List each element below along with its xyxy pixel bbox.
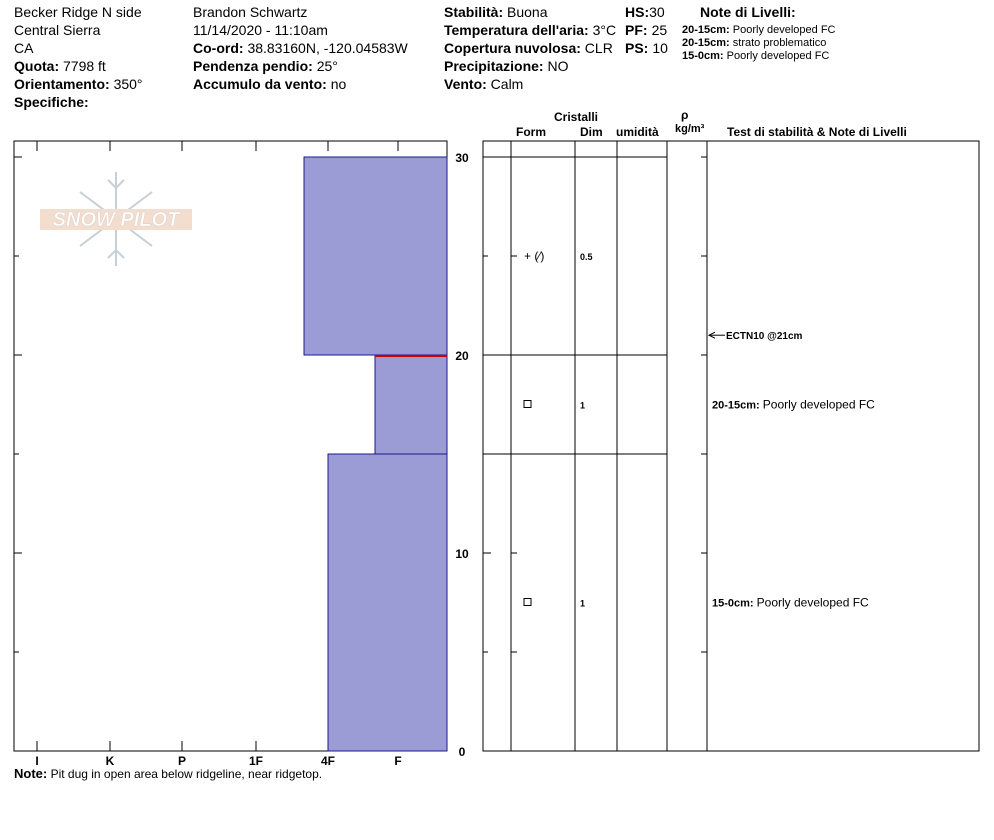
coordinates-label: Co-ord: (193, 40, 244, 56)
crystal-size-label: 1 (580, 401, 585, 411)
air-temp-label: Temperatura dell'aria: (444, 22, 589, 38)
layer-comment-text: Poorly developed FC (757, 596, 869, 610)
snow-layer-bar (303, 156, 448, 356)
crystal-size-label: 1 (580, 599, 585, 609)
hardness-tick-label: P (178, 754, 186, 768)
stability-notes-header: Test di stabilità & Note di Livelli (727, 125, 907, 139)
stability-test-arrowhead (707, 331, 716, 339)
layer-comment-range: 20-15cm: (712, 400, 763, 412)
wind-loading-row: Accumulo da vento: no (193, 75, 346, 93)
crystals-header: Cristalli (554, 110, 599, 124)
elevation-row: Quota: 7798 ft (14, 57, 106, 75)
wind-loading-label: Accumulo da vento: (193, 76, 327, 92)
layer-comment: 20-15cm: Poorly developed FC (712, 398, 875, 412)
depth-tick-label: 30 (455, 151, 469, 165)
aspect-row: Orientamento: 350° (14, 75, 143, 93)
coordinates-value: 38.83160N, -120.04583W (247, 40, 408, 56)
crystal-form-symbol (523, 400, 532, 408)
snowpilot-logo: SNOW PILOT (40, 172, 192, 266)
elevation-value: 7798 ft (63, 58, 106, 74)
layer-note-item: 15-0cm: Poorly developed FC (682, 50, 829, 63)
snow-layer-bar (327, 453, 448, 752)
precipitation-label: Precipitazione: (444, 58, 544, 74)
slope-label: Pendenza pendio: (193, 58, 313, 74)
form-header: Form (516, 125, 546, 139)
snow-layer-bar (374, 354, 448, 455)
layer-note-range: 20-15cm: (682, 24, 730, 36)
layer-notes-title: Note di Livelli: (700, 4, 796, 20)
layer-note-text: Poorly developed FC (732, 24, 836, 36)
hardness-tick-label: F (394, 754, 401, 768)
depth-tick-label: 0 (459, 745, 466, 759)
moisture-header: umidità (616, 125, 659, 139)
aspect-value: 350° (113, 76, 143, 92)
crystal-form-symbol: + (⁄) (524, 249, 544, 263)
wind-value: Calm (490, 76, 524, 92)
hs-value: 30 (649, 4, 665, 20)
size-header: Dim (580, 125, 603, 139)
precipitation-value: NO (547, 58, 569, 74)
region-name: Central Sierra (14, 22, 101, 38)
cloud-cover-row: Copertura nuvolosa: CLR (444, 39, 613, 57)
wind-loading-value: no (330, 76, 347, 92)
layer-note-item: 20-15cm: strato problematico (682, 37, 826, 50)
layer-note-text: strato problematico (732, 37, 827, 49)
hardness-tick-label: I (35, 754, 38, 768)
precipitation-row: Precipitazione: NO (444, 57, 568, 75)
stability-test-label: ECTN10 @21cm (726, 331, 803, 342)
crystal-form-symbol (523, 598, 532, 606)
elevation-label: Quota: (14, 58, 60, 74)
layer-note-text: Poorly developed FC (726, 50, 830, 62)
layer-comment-range: 15-0cm: (712, 598, 757, 610)
state-name: CA (14, 40, 34, 56)
slope-row: Pendenza pendio: 25° (193, 57, 338, 75)
note-label: Note: (14, 766, 48, 781)
ps-value: 10 (652, 40, 668, 56)
pf-value: 25 (651, 22, 668, 38)
air-temp-value: 3°C (592, 22, 617, 38)
wind-row: Vento: Calm (444, 75, 523, 93)
chart-marks: + (⁄) 0.5 1 1 ECTN10 @21cm 20-15cm: Poorly de… (303, 156, 875, 752)
depth-tick-label: 20 (455, 349, 469, 363)
aspect-label: Orientamento: (14, 76, 110, 92)
density-symbol: ρ (681, 108, 689, 122)
layer-comment: 15-0cm: Poorly developed FC (712, 596, 869, 610)
layer-note-range: 15-0cm: (682, 50, 724, 62)
layer-note-range: 20-15cm: (682, 37, 730, 49)
air-temp-row: Temperatura dell'aria: 3°C (444, 21, 616, 39)
pf-label: PF: (625, 22, 648, 38)
crystal-size-label: 0.5 (580, 252, 593, 262)
logo-text: SNOW PILOT (53, 209, 181, 231)
slope-value: 25° (316, 58, 338, 74)
note-row: Note: Pit dug in open area below ridgeli… (14, 766, 322, 782)
hardness-tick-label: K (106, 754, 115, 768)
density-unit: kg/m³ (675, 123, 705, 135)
stability-label: Stabilità: (444, 4, 504, 20)
cloud-cover-label: Copertura nuvolosa: (444, 40, 581, 56)
hardness-tick-label: 1F (249, 754, 263, 768)
layer-comment-text: Poorly developed FC (763, 398, 875, 412)
coordinates-row: Co-ord: 38.83160N, -120.04583W (193, 39, 408, 57)
crystal-table-frame (482, 140, 980, 752)
wind-label: Vento: (444, 76, 487, 92)
location-name: Becker Ridge N side (14, 4, 142, 20)
chart-frames: I K P 1F 4F F 0 10 20 30 (13, 140, 980, 768)
observation-datetime: 11/14/2020 - 11:10am (193, 22, 328, 38)
cloud-cover-value: CLR (584, 40, 613, 56)
specifics-label: Specifiche: (14, 94, 89, 110)
depth-tick-label: 10 (455, 547, 469, 561)
ps-label: PS: (625, 40, 649, 56)
note-text: Pit dug in open area below ridgeline, ne… (50, 767, 323, 781)
hardness-tick-label: 4F (321, 754, 335, 768)
observer-name: Brandon Schwartz (193, 4, 308, 20)
pf-row: PF: 25 (625, 21, 667, 39)
hs-label: HS: (625, 4, 650, 20)
stability-row: Stabilità: Buona (444, 3, 548, 21)
stability-value: Buona (507, 4, 548, 20)
hs-row: HS:30 (625, 3, 665, 21)
layer-note-item: 20-15cm: Poorly developed FC (682, 24, 836, 37)
ps-row: PS: 10 (625, 39, 668, 57)
logo-banner (40, 209, 192, 230)
